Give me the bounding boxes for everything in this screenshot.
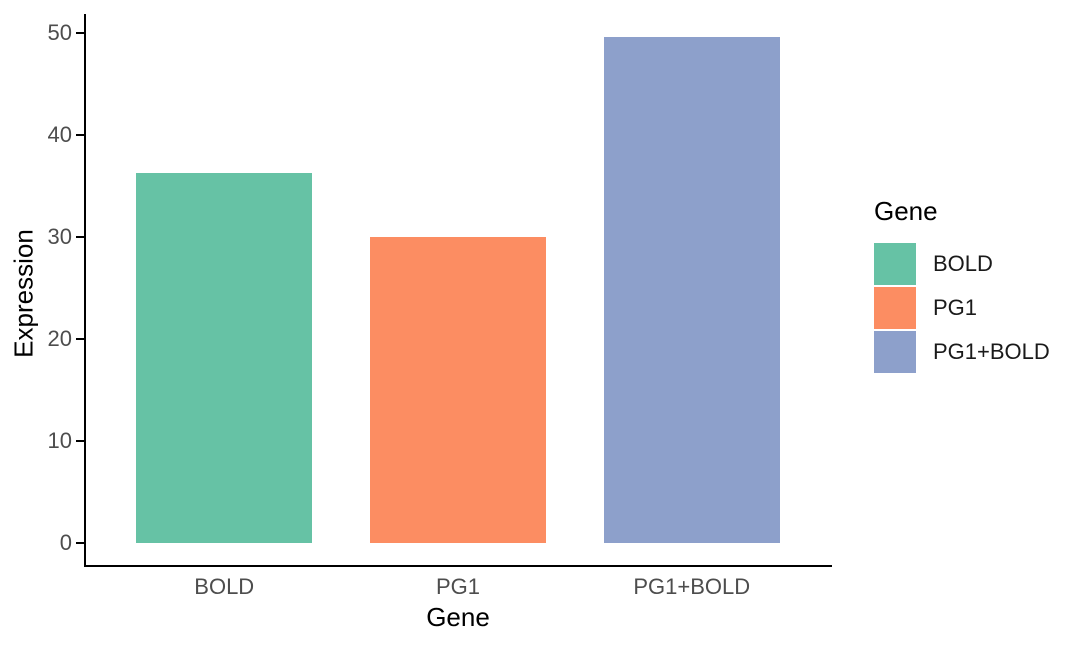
x-axis-line: [84, 565, 832, 567]
legend-label-pg1-bold: PG1+BOLD: [933, 339, 1050, 364]
bar-pg1: [370, 237, 546, 543]
legend-item-pg1: PG1: [874, 287, 1074, 329]
y-tick-label-40: 40: [47, 122, 72, 148]
legend-swatch-bold: [874, 243, 916, 285]
x-category-label-pg1-bold: PG1+BOLD: [633, 574, 751, 599]
legend-items: BOLD PG1 PG1+BOLD: [874, 243, 1074, 373]
legend: Gene BOLD PG1 PG1+BOLD: [874, 196, 1074, 375]
x-category-label-pg1: PG1: [435, 574, 481, 599]
y-tick-mark-0: [76, 541, 84, 544]
y-tick-label-30: 30: [47, 224, 72, 250]
legend-title: Gene: [874, 196, 938, 226]
legend-label-pg1: PG1: [933, 295, 978, 320]
y-tick-mark-30: [76, 236, 84, 239]
legend-item-pg1-bold: PG1+BOLD: [874, 331, 1074, 373]
legend-item-bold: BOLD: [874, 243, 1074, 285]
y-axis-title: Expression: [8, 229, 39, 358]
y-tick-mark-50: [76, 32, 84, 35]
y-tick-label-50: 50: [47, 20, 72, 46]
legend-swatch-pg1: [874, 287, 916, 329]
x-category-label-bold: BOLD: [194, 574, 255, 599]
y-axis-line: [84, 14, 86, 567]
y-tick-label-10: 10: [47, 427, 72, 453]
x-axis-title: Gene: [426, 602, 490, 632]
bar-pg1-bold: [603, 37, 780, 543]
y-tick-label-20: 20: [47, 325, 72, 351]
y-tick-label-0: 0: [59, 529, 72, 555]
y-tick-mark-20: [76, 337, 84, 340]
legend-label-bold: BOLD: [933, 251, 993, 276]
legend-swatch-pg1-bold: [874, 331, 916, 373]
bar-bold: [136, 172, 313, 543]
y-tick-mark-40: [76, 134, 84, 137]
y-tick-mark-10: [76, 439, 84, 442]
